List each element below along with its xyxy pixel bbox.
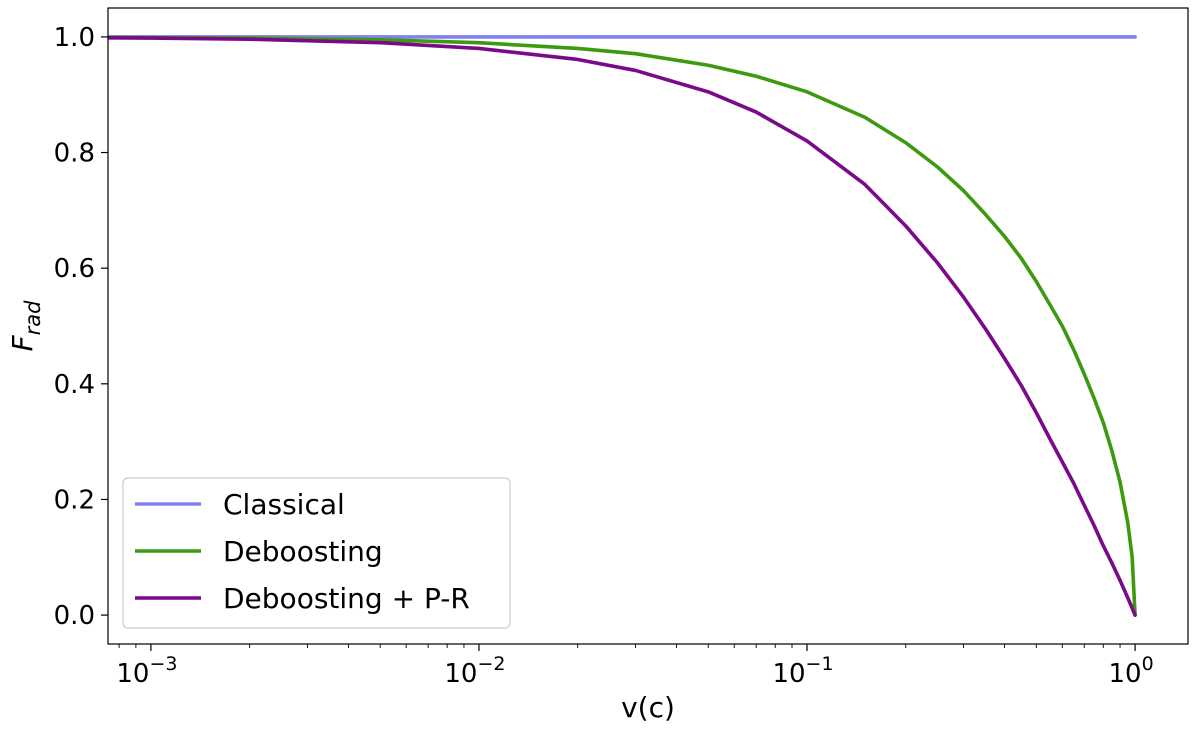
y-tick-label: 0.8 bbox=[54, 139, 95, 169]
x-tick-label: 10−2 bbox=[444, 653, 505, 689]
y-axis-label: Frad bbox=[6, 300, 45, 352]
x-axis-label: v(c) bbox=[621, 691, 675, 724]
y-tick-label: 0.2 bbox=[54, 485, 95, 515]
x-axis: 10−3 10−2 10−1 100 bbox=[116, 644, 1154, 689]
legend: Classical Deboosting Deboosting + P-R bbox=[122, 477, 511, 629]
series-line-1 bbox=[108, 35, 1137, 617]
y-tick-label: 0.6 bbox=[54, 254, 95, 284]
legend-label: Deboosting + P-R bbox=[223, 582, 470, 615]
y-tick-label: 1.0 bbox=[54, 23, 95, 53]
x-tick-label: 10−3 bbox=[116, 653, 177, 689]
legend-box bbox=[122, 477, 511, 629]
y-axis: 0.0 0.2 0.4 0.6 0.8 1.0 bbox=[54, 23, 108, 631]
y-tick-label: 0.4 bbox=[54, 370, 95, 400]
legend-label: Classical bbox=[223, 488, 345, 521]
plot-lines bbox=[108, 35, 1137, 617]
x-tick-label: 100 bbox=[1108, 653, 1153, 689]
legend-label: Deboosting bbox=[223, 535, 383, 568]
x-tick-label: 10−1 bbox=[772, 653, 833, 689]
series-line-2 bbox=[108, 35, 1137, 617]
plot-frame bbox=[107, 7, 1189, 645]
y-tick-label: 0.0 bbox=[54, 601, 95, 631]
